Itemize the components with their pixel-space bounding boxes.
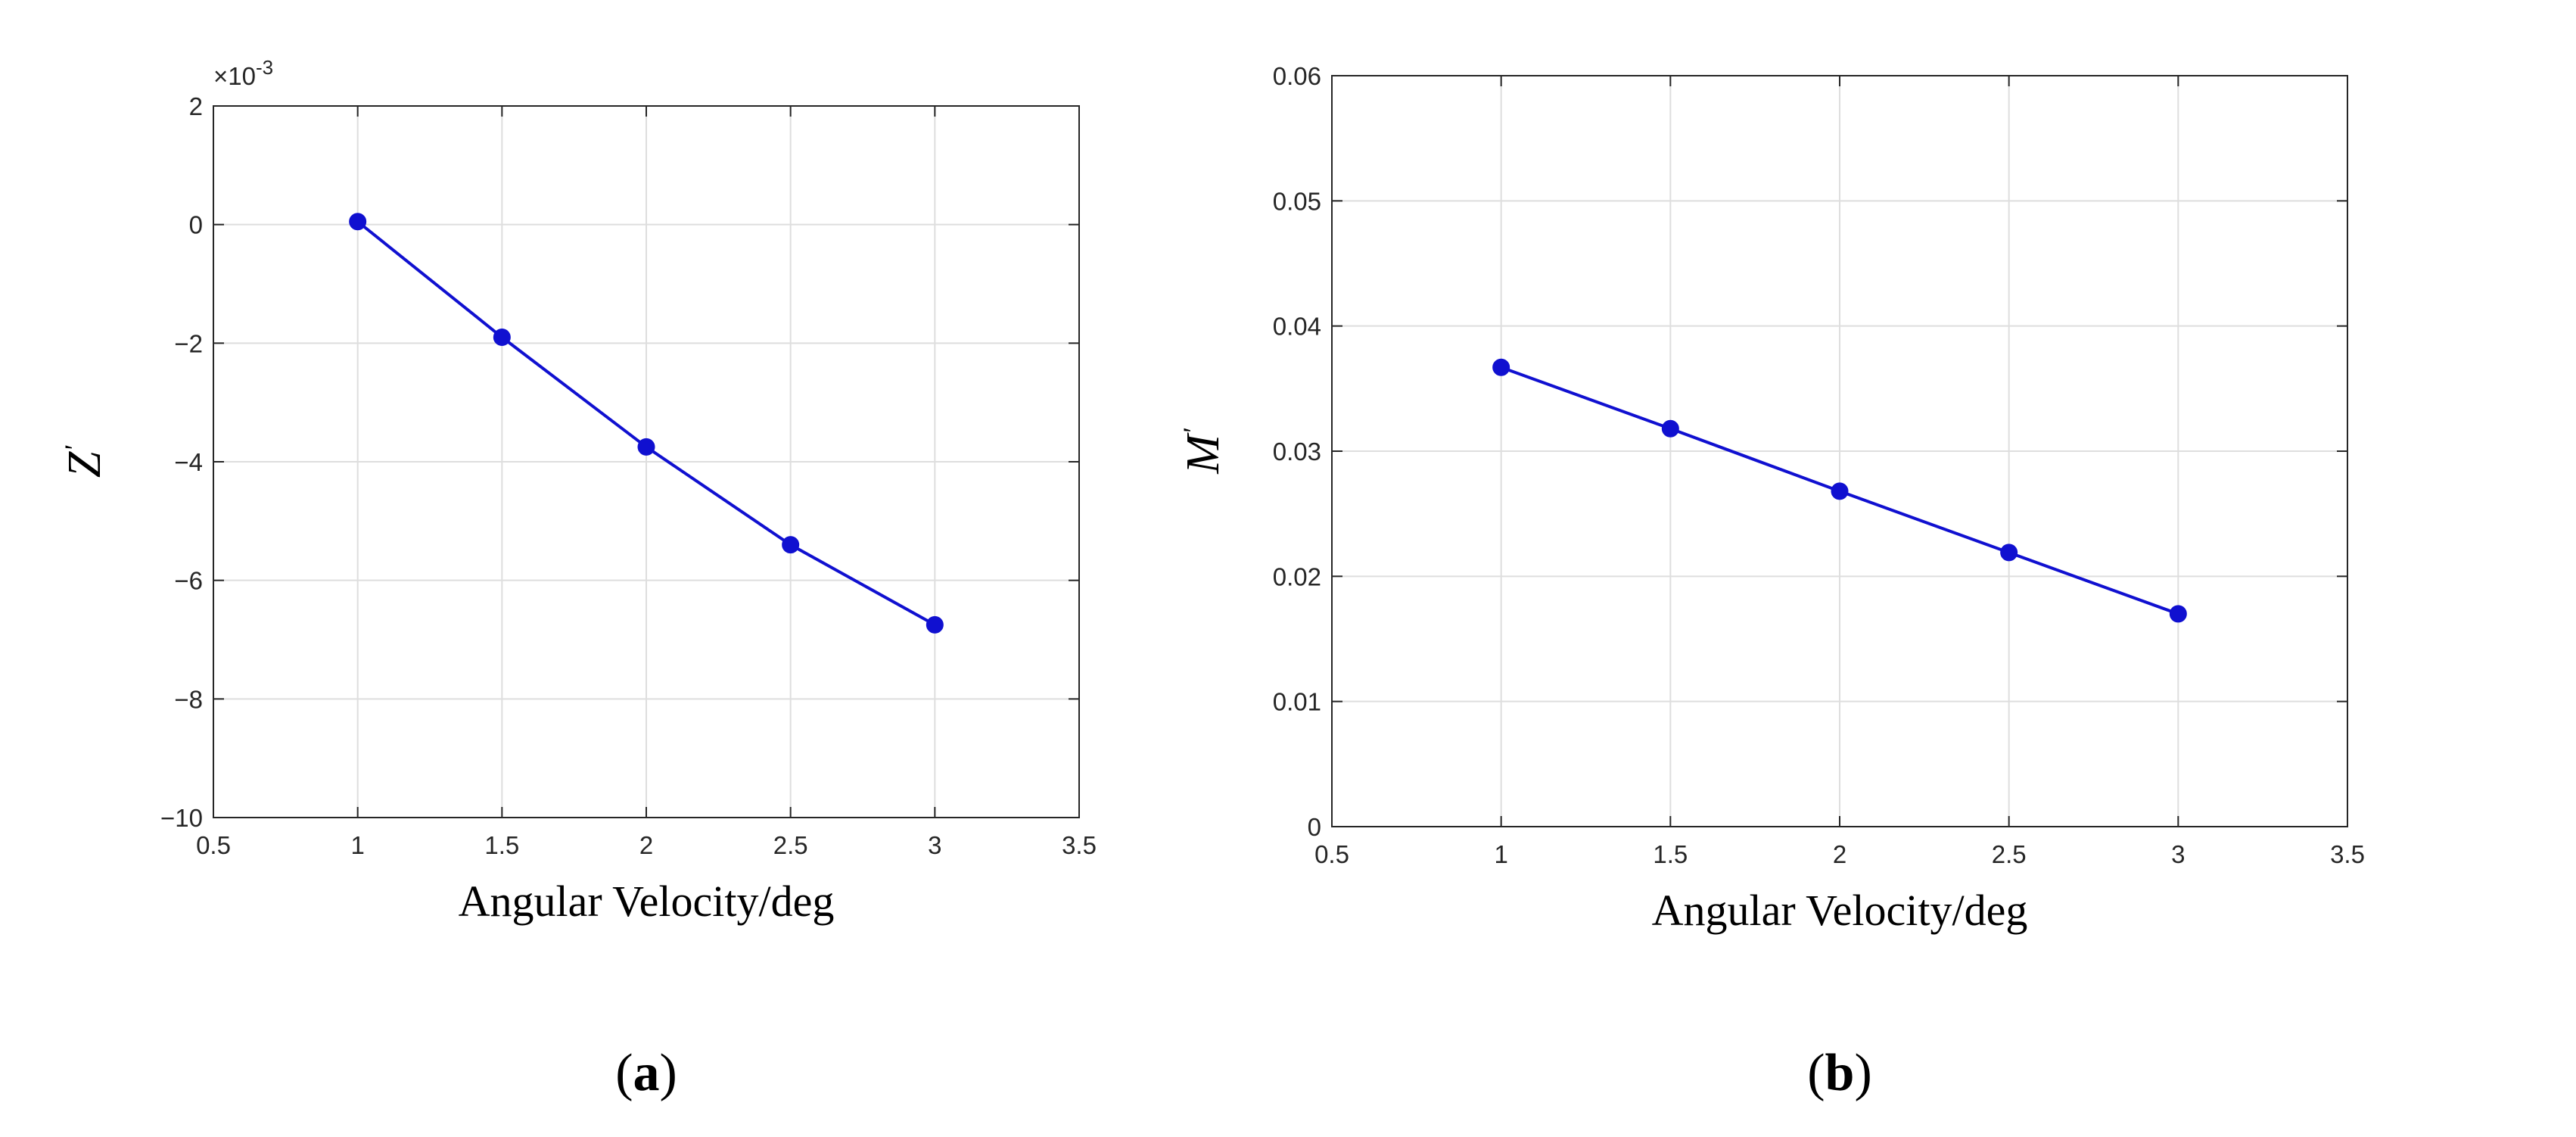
panel-label: (a) — [615, 1044, 677, 1102]
data-point — [926, 615, 944, 634]
x-tick-label: 1 — [350, 831, 364, 859]
chart-b: 0.5 1 1.5 2 2.5 3 3.5 0 0.01 0.02 0.03 0.04 0.05 0.06… — [1178, 62, 2365, 1102]
data-point — [349, 213, 367, 231]
x-tick-label: 2.5 — [1992, 840, 2027, 868]
y-tick-label: 0.06 — [1273, 62, 1321, 90]
x-tick-label: 1 — [1494, 840, 1507, 868]
data-point — [2000, 544, 2018, 562]
y-tick-label: 0 — [189, 211, 203, 239]
y-tick-label: 0.03 — [1273, 438, 1321, 466]
y-tick-label: 0.02 — [1273, 562, 1321, 590]
y-tick-label: −2 — [174, 329, 203, 357]
x-tick-label: 3 — [928, 831, 941, 859]
data-point — [493, 329, 511, 346]
y-exponent-label: ×10-3 — [213, 56, 273, 90]
data-point — [1831, 482, 1849, 500]
y-tick-label: −8 — [174, 685, 203, 713]
y-tick-label: −10 — [160, 804, 203, 832]
data-point — [637, 438, 655, 456]
x-axis-label: Angular Velocity/deg — [1652, 886, 2028, 935]
x-axis-label: Angular Velocity/deg — [459, 877, 835, 926]
y-tick-label: 0.01 — [1273, 688, 1321, 716]
x-tick-label: 3 — [2171, 840, 2185, 868]
x-tick-label: 3.5 — [2330, 840, 2365, 868]
x-tick-label: 3.5 — [1062, 831, 1097, 859]
x-tick-label: 1.5 — [1653, 840, 1688, 868]
x-tick-label: 2 — [1833, 840, 1846, 868]
chart-a: 0.5 1 1.5 2 2.5 3 3.5 −10 −8 −6 −4 −2 0 2 ×10-3 Angular… — [59, 56, 1097, 1102]
data-point — [1661, 419, 1679, 438]
panel-label: (b) — [1807, 1044, 1872, 1102]
x-tick-label: 0.5 — [1314, 840, 1349, 868]
x-tick-label: 2.5 — [773, 831, 808, 859]
x-tick-label: 2 — [639, 831, 653, 859]
x-tick-label: 0.5 — [196, 831, 231, 859]
data-point — [1492, 358, 1510, 376]
y-axis-label: M' — [1178, 428, 1229, 475]
y-tick-label: 0.04 — [1273, 313, 1321, 341]
y-tick-label: 2 — [189, 92, 203, 120]
y-tick-label: 0.05 — [1273, 187, 1321, 215]
data-point — [2169, 605, 2187, 623]
data-point — [782, 536, 800, 554]
y-tick-label: −6 — [174, 567, 203, 595]
y-tick-label: −4 — [174, 448, 203, 476]
x-tick-label: 1.5 — [484, 831, 519, 859]
y-tick-label: 0 — [1308, 813, 1321, 841]
y-axis-label: Z' — [59, 445, 110, 478]
